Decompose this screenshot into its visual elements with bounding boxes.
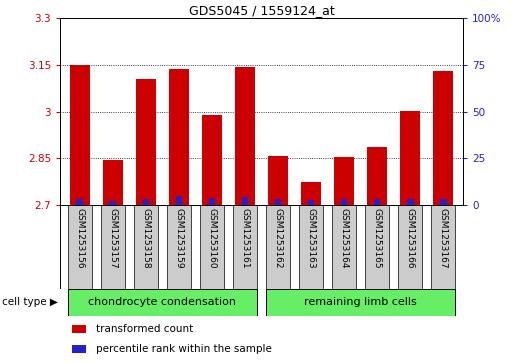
Bar	[373, 199, 381, 205]
Bar	[72, 344, 86, 353]
Bar	[333, 205, 356, 289]
Bar	[433, 71, 453, 205]
Bar	[169, 69, 189, 205]
Bar	[334, 158, 354, 205]
Bar	[76, 199, 83, 205]
Bar	[399, 205, 422, 289]
Text: GSM1253164: GSM1253164	[339, 208, 348, 268]
Bar	[268, 156, 288, 205]
Bar	[266, 289, 454, 316]
Bar	[235, 67, 255, 205]
Text: cell type ▶: cell type ▶	[2, 297, 58, 307]
Text: chondrocyte condensation: chondrocyte condensation	[88, 297, 236, 307]
Bar	[340, 199, 347, 205]
Bar	[275, 200, 281, 205]
Text: GSM1253166: GSM1253166	[405, 208, 415, 268]
Bar	[242, 197, 248, 205]
Text: GSM1253161: GSM1253161	[241, 208, 249, 268]
Text: GSM1253160: GSM1253160	[208, 208, 217, 268]
Bar	[101, 205, 124, 289]
Bar	[406, 199, 414, 205]
Bar	[69, 289, 257, 316]
Bar	[367, 147, 387, 205]
Bar	[440, 199, 447, 205]
Bar	[72, 325, 86, 333]
Text: GSM1253162: GSM1253162	[274, 208, 282, 268]
Text: GSM1253158: GSM1253158	[141, 208, 151, 268]
Bar	[202, 115, 222, 205]
Bar	[308, 200, 314, 205]
Bar	[69, 205, 92, 289]
Bar	[167, 205, 190, 289]
Bar	[301, 182, 321, 205]
Bar	[142, 199, 150, 205]
Bar	[109, 201, 117, 205]
Bar	[200, 205, 223, 289]
Text: GSM1253157: GSM1253157	[108, 208, 118, 268]
Bar	[134, 205, 157, 289]
Title: GDS5045 / 1559124_at: GDS5045 / 1559124_at	[189, 4, 334, 17]
Bar	[233, 205, 257, 289]
Bar	[266, 205, 290, 289]
Bar	[366, 205, 389, 289]
Bar	[176, 196, 183, 205]
Text: GSM1253159: GSM1253159	[175, 208, 184, 268]
Text: GSM1253165: GSM1253165	[372, 208, 382, 268]
Text: percentile rank within the sample: percentile rank within the sample	[96, 344, 272, 354]
Bar	[136, 79, 156, 205]
Bar	[400, 111, 420, 205]
Bar	[209, 197, 215, 205]
Text: GSM1253167: GSM1253167	[439, 208, 448, 268]
Bar	[431, 205, 454, 289]
Text: transformed count: transformed count	[96, 324, 194, 334]
Text: remaining limb cells: remaining limb cells	[304, 297, 417, 307]
Text: GSM1253163: GSM1253163	[306, 208, 315, 268]
Text: GSM1253156: GSM1253156	[75, 208, 84, 268]
Bar	[103, 160, 123, 205]
Bar	[70, 65, 90, 205]
Bar	[300, 205, 323, 289]
